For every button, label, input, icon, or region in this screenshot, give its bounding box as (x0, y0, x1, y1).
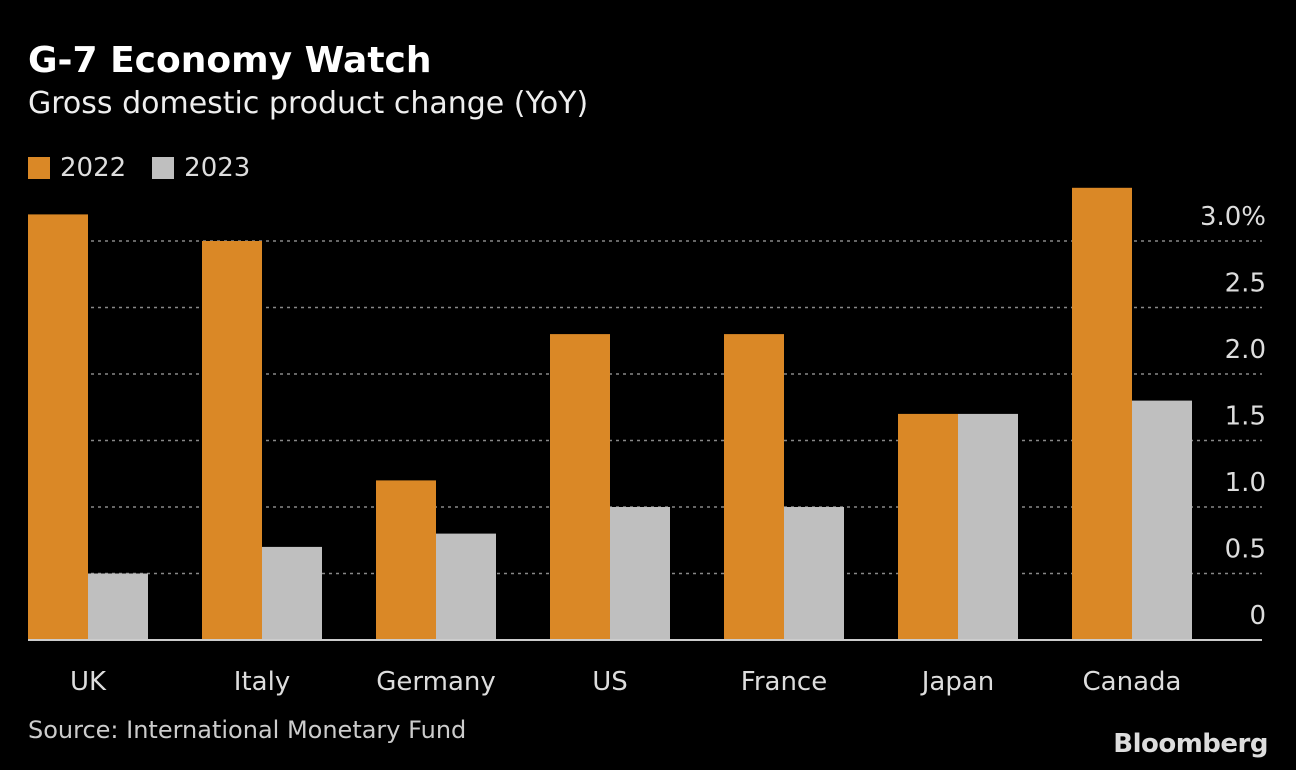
legend-swatch-2023 (152, 157, 175, 179)
bar-canada-2023 (1132, 400, 1192, 640)
x-tick-label: UK (70, 667, 107, 697)
source-note: Source: International Monetary Fund (28, 716, 467, 744)
bar-italy-2022 (202, 241, 262, 640)
bar-canada-2022 (1072, 187, 1132, 641)
x-tick-label: US (592, 667, 628, 697)
x-tick-label: Germany (376, 667, 496, 697)
x-tick-label: Canada (1083, 667, 1182, 697)
bar-germany-2023 (436, 533, 496, 640)
y-tick-label: 0.5 (1225, 535, 1266, 565)
legend-swatch-2022 (28, 157, 50, 179)
x-tick-label: Italy (234, 667, 290, 697)
y-tick-label: 1.5 (1225, 402, 1266, 432)
legend-item-2022: 2022 (28, 153, 126, 183)
y-tick-label: 2.0 (1225, 335, 1266, 365)
y-tick-label: 3.0% (1200, 202, 1266, 232)
bar-italy-2023 (262, 546, 322, 640)
bar-uk-2023 (88, 573, 148, 640)
y-tick-label: 1.0 (1225, 468, 1266, 498)
bar-us-2023 (610, 507, 670, 640)
bar-uk-2022 (28, 214, 88, 640)
y-tick-label: 0 (1249, 601, 1266, 631)
y-tick-label: 2.5 (1225, 269, 1266, 299)
legend-item-2023: 2023 (152, 153, 250, 183)
legend-label-2023: 2023 (184, 153, 251, 183)
legend: 2022 2023 (28, 153, 276, 183)
bar-germany-2022 (376, 480, 436, 640)
bar-japan-2023 (958, 413, 1018, 640)
chart-title: G-7 Economy Watch (28, 40, 432, 81)
bloomberg-logo: Bloomberg (1113, 729, 1268, 759)
bar-us-2022 (550, 334, 610, 640)
x-tick-label: France (741, 667, 827, 697)
bar-france-2022 (724, 334, 784, 640)
bar-japan-2022 (898, 413, 958, 640)
chart-subtitle: Gross domestic product change (YoY) (28, 86, 589, 121)
bar-france-2023 (784, 507, 844, 640)
legend-label-2022: 2022 (60, 153, 127, 183)
x-tick-label: Japan (920, 667, 995, 697)
